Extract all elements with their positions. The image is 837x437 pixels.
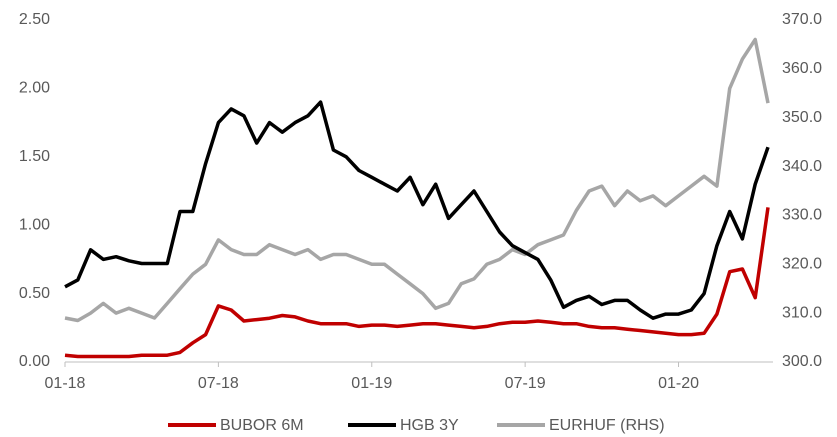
series-line <box>64 100 770 320</box>
y2-tick-label: 310.0 <box>782 304 822 321</box>
y2-tick-label: 330.0 <box>782 207 822 224</box>
series-line <box>64 207 770 359</box>
x-tick-label: 07-18 <box>198 375 239 392</box>
x-tick-label: 01-19 <box>351 375 392 392</box>
legend-label: HGB 3Y <box>400 417 459 434</box>
y-tick-label: 2.50 <box>19 11 50 28</box>
y2-tick-label: 320.0 <box>782 256 822 273</box>
legend-label: BUBOR 6M <box>220 417 304 434</box>
y2-tick-label: 350.0 <box>782 109 822 126</box>
y2-tick-label: 360.0 <box>782 60 822 77</box>
y-tick-label: 1.50 <box>19 148 50 165</box>
x-tick-label: 01-20 <box>658 375 699 392</box>
y2-tick-label: 300.0 <box>782 353 822 370</box>
series-line <box>64 37 770 323</box>
y2-tick-label: 370.0 <box>782 11 822 28</box>
legend-label: EURHUF (RHS) <box>549 417 665 434</box>
y-tick-label: 0.00 <box>19 353 50 370</box>
y-tick-label: 2.00 <box>19 80 50 97</box>
y-tick-label: 0.50 <box>19 285 50 302</box>
y2-tick-label: 340.0 <box>782 158 822 175</box>
x-tick-label: 07-19 <box>505 375 546 392</box>
x-tick-label: 01-18 <box>45 375 86 392</box>
y-tick-label: 1.00 <box>19 216 50 233</box>
